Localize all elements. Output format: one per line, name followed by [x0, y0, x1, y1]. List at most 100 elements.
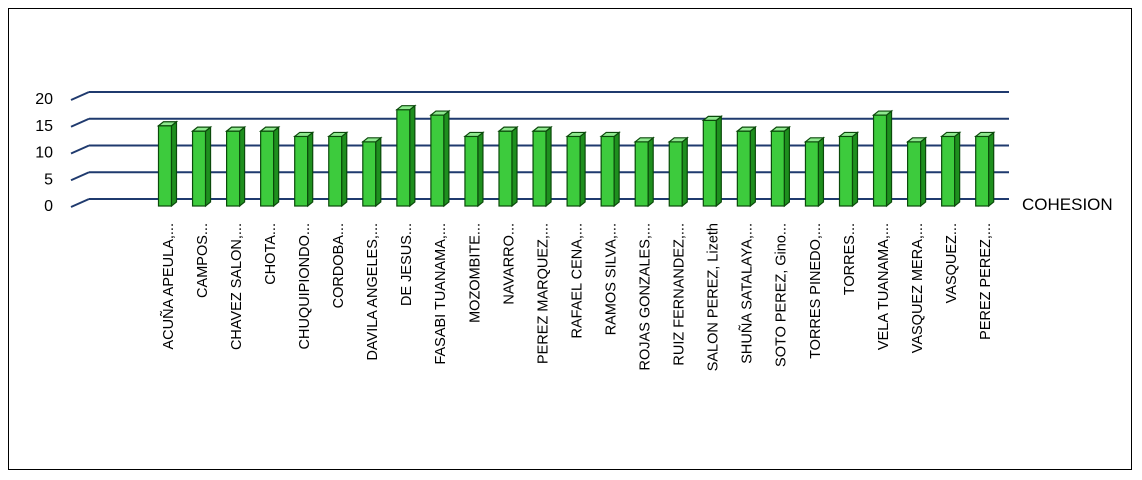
bar	[531, 125, 553, 208]
bar	[565, 131, 587, 208]
bar-side	[307, 131, 314, 208]
x-tick-label: RUIZ FERNANDEZ,...	[672, 223, 688, 366]
bar-side	[715, 115, 722, 208]
bar-top	[190, 126, 213, 132]
bar	[837, 131, 860, 208]
x-tick-label: MOZOMBITE...	[467, 223, 483, 323]
bar-side	[273, 125, 280, 208]
bar-face	[804, 141, 820, 207]
x-tick-label: RAMOS SILVA,...	[603, 223, 619, 335]
x-tick-label: CHOTA...	[263, 223, 279, 285]
bar-top	[599, 131, 621, 138]
bar-top	[837, 131, 860, 138]
x-tick-label: ROJAS GONZALES,...	[638, 223, 654, 370]
bar-top	[224, 126, 247, 132]
bar-face	[464, 135, 479, 207]
bar-top	[973, 131, 996, 138]
bar-face	[191, 130, 207, 207]
bar	[258, 125, 281, 208]
bar-top	[905, 137, 928, 143]
bar-side	[783, 125, 791, 208]
bar-top	[292, 131, 315, 138]
y-tick-label: 10	[35, 145, 53, 162]
bar	[633, 136, 655, 208]
x-tick-label: CHAVEZ SALON,...	[229, 223, 245, 350]
bar-top	[939, 131, 962, 138]
y-tick-label: 0	[44, 198, 53, 215]
bar-face	[157, 125, 173, 207]
x-tick-label: VELA TUANAMA,...	[876, 223, 892, 350]
bar-face	[736, 130, 751, 207]
x-tick-label: DE JESUS...	[399, 223, 415, 306]
bar-face	[838, 135, 854, 207]
bar	[361, 136, 383, 208]
gridline-depth	[70, 117, 90, 128]
x-tick-label: VASQUEZ...	[944, 223, 960, 303]
bar-side	[613, 131, 620, 208]
bar	[803, 136, 826, 208]
bar-side	[817, 136, 825, 208]
bar-face	[600, 135, 615, 207]
x-tick-label: VASQUEZ MERA,...	[910, 223, 926, 353]
bar-face	[294, 135, 309, 207]
x-tick-label: CHUQUIPIONDO...	[297, 223, 313, 349]
bar-face	[906, 141, 922, 207]
bar-side	[647, 136, 654, 208]
x-tick-label: ACUÑA APEULA,...	[160, 223, 177, 350]
bar-face	[430, 114, 445, 207]
bar	[973, 131, 996, 208]
x-tick-label: FASABI TUANAMA,...	[433, 223, 449, 365]
bar	[905, 136, 928, 208]
bar	[939, 131, 962, 208]
bar-side	[681, 136, 688, 208]
bar	[735, 125, 758, 208]
y-tick-label: 15	[35, 118, 53, 135]
bar-side	[579, 131, 586, 208]
x-tick-label: SHUÑA SATALAYA,...	[739, 223, 756, 364]
bar	[327, 131, 349, 208]
bar	[395, 104, 417, 208]
bar-top	[463, 131, 485, 138]
bar-top	[667, 137, 689, 143]
bar-side	[919, 136, 927, 208]
bar-side	[443, 109, 450, 208]
bar-side	[954, 131, 961, 208]
bar-side	[239, 125, 246, 208]
bar	[871, 109, 894, 208]
x-tick-label: CORDOBA...	[331, 223, 347, 308]
chart-frame: 0 5 10 15 20 ACUÑA APEULA,... CAMPOS... CHAVEZ…	[8, 8, 1132, 470]
bar	[599, 131, 621, 208]
bar-face	[941, 135, 956, 207]
bar-side	[204, 125, 212, 208]
bar-chart: 0 5 10 15 20 ACUÑA APEULA,... CAMPOS... CHAVEZ…	[35, 91, 1113, 371]
bar-top	[156, 121, 179, 127]
bar-top	[803, 137, 826, 143]
y-tick-label: 20	[35, 91, 53, 108]
bar-top	[769, 126, 792, 132]
bar-face	[872, 114, 888, 207]
bar	[156, 120, 179, 208]
x-tick-label: PEREZ MARQUEZ,...	[535, 223, 551, 364]
bar-side	[477, 131, 484, 208]
bar-face	[362, 141, 377, 207]
x-tick-label: NAVARRO...	[501, 223, 517, 305]
x-tick-label: CAMPOS...	[195, 223, 211, 298]
bar-side	[545, 125, 552, 208]
bar-side	[749, 125, 756, 208]
bar	[667, 136, 689, 208]
bar	[463, 131, 485, 208]
bar-face	[226, 130, 241, 207]
bar-side	[409, 104, 416, 208]
bar-face	[532, 130, 547, 207]
bar-face	[770, 130, 786, 207]
bar-face	[260, 130, 275, 207]
x-tick-label: SOTO PEREZ, Gino...	[774, 223, 790, 367]
bar	[429, 109, 451, 208]
x-tick-label: TORRES...	[842, 223, 858, 295]
bar-side	[851, 131, 859, 208]
bar-top	[871, 110, 894, 116]
bar-side	[885, 109, 893, 208]
x-tick-label: PEREZ PEREZ,...	[978, 223, 994, 340]
x-tick-label: RAFAEL CENA,...	[569, 223, 585, 339]
bar-top	[633, 137, 655, 143]
